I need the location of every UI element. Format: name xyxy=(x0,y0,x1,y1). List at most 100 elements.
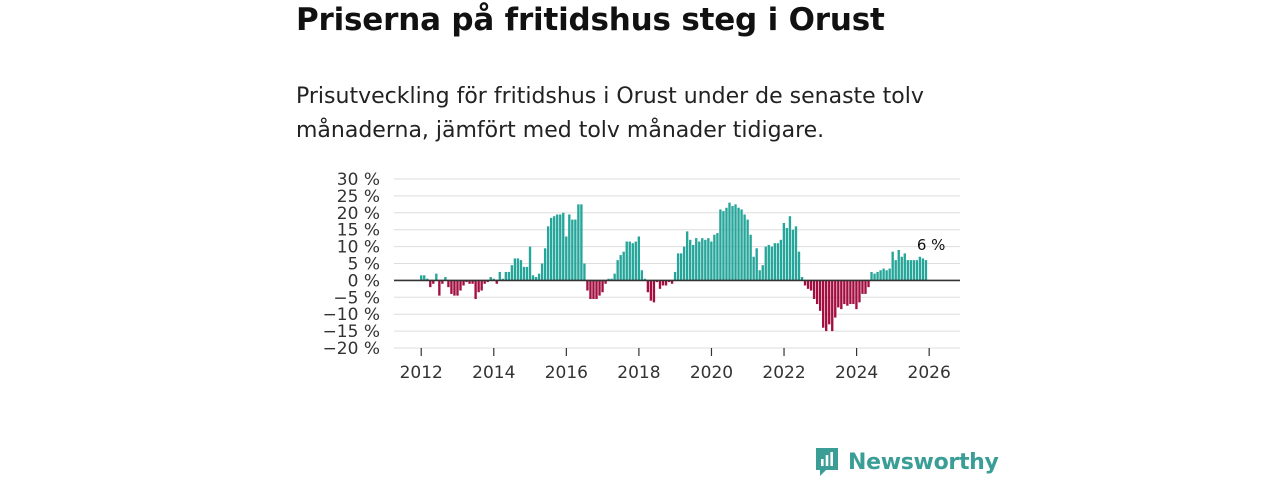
bar xyxy=(855,280,858,310)
bar xyxy=(815,280,819,305)
bar xyxy=(649,280,653,301)
bar xyxy=(586,280,589,291)
bar xyxy=(528,246,532,281)
newsworthy-icon xyxy=(816,448,838,476)
bar xyxy=(728,202,731,281)
bar xyxy=(568,214,571,281)
bar xyxy=(553,216,556,281)
bar xyxy=(840,280,843,310)
bar xyxy=(812,280,816,299)
bar xyxy=(704,239,707,281)
bar xyxy=(486,280,489,283)
bar xyxy=(846,280,849,306)
bar xyxy=(912,260,916,281)
bar xyxy=(604,280,607,284)
bar xyxy=(513,258,517,281)
bar xyxy=(643,278,647,281)
bar xyxy=(722,211,725,281)
latest-value-annotation: 6 % xyxy=(917,236,946,254)
bar xyxy=(607,278,610,281)
bar xyxy=(873,273,876,281)
bar xyxy=(477,280,480,293)
bar xyxy=(761,265,764,281)
bar xyxy=(531,275,535,281)
bar xyxy=(831,280,834,332)
y-tick-label: 5 % xyxy=(348,255,380,275)
bar xyxy=(818,280,822,311)
bar xyxy=(915,260,919,281)
bar xyxy=(897,249,900,281)
bar xyxy=(767,244,770,281)
y-tick-label: 10 % xyxy=(337,238,380,258)
bar xyxy=(465,280,468,283)
bar xyxy=(797,251,801,281)
bar xyxy=(782,222,786,281)
bar xyxy=(891,251,894,281)
bar xyxy=(516,258,520,281)
y-tick-label: 20 % xyxy=(337,204,380,224)
bar xyxy=(909,260,913,281)
bar xyxy=(577,204,580,281)
x-tick-label: 2026 xyxy=(908,363,951,383)
bar xyxy=(791,229,795,281)
bar xyxy=(492,278,495,281)
bar xyxy=(752,256,755,281)
bar xyxy=(794,226,798,281)
bar xyxy=(562,212,565,281)
bar xyxy=(556,214,559,281)
bar xyxy=(471,280,474,284)
bar xyxy=(658,280,662,289)
bar xyxy=(692,244,695,281)
bar xyxy=(543,248,547,281)
bar xyxy=(625,241,628,281)
bar xyxy=(652,280,656,303)
bar xyxy=(903,253,906,281)
chart-title: Priserna på fritidshus steg i Orust xyxy=(296,2,885,38)
bar xyxy=(498,271,501,281)
y-tick-label: −15 % xyxy=(323,322,380,342)
bar xyxy=(589,280,592,299)
bar xyxy=(740,209,743,281)
bar xyxy=(537,273,541,281)
bar xyxy=(918,256,922,281)
bar xyxy=(549,217,553,281)
bar xyxy=(495,280,498,284)
bar xyxy=(749,234,752,281)
x-tick-label: 2024 xyxy=(835,363,878,383)
bar xyxy=(432,280,435,284)
bar xyxy=(501,278,504,281)
bar xyxy=(746,219,749,281)
bar xyxy=(474,280,477,299)
bar xyxy=(834,280,837,318)
brand-name: Newsworthy xyxy=(848,449,999,475)
bar xyxy=(631,243,634,281)
bar xyxy=(707,238,710,281)
bar xyxy=(719,209,722,281)
bar xyxy=(879,270,882,281)
bar xyxy=(655,280,659,283)
y-tick-label: 15 % xyxy=(337,221,380,241)
chart-subtitle: Prisutveckling för fritidshus i Orust un… xyxy=(296,84,924,143)
bar xyxy=(546,226,550,281)
bar xyxy=(456,280,459,296)
bar xyxy=(849,280,852,305)
bar xyxy=(670,280,674,284)
bar xyxy=(758,270,761,281)
y-tick-label: −10 % xyxy=(323,305,380,325)
bar xyxy=(888,268,891,281)
bar xyxy=(522,266,526,281)
bar xyxy=(480,280,483,291)
bar xyxy=(861,280,864,294)
bar xyxy=(882,268,885,281)
bar xyxy=(519,260,523,281)
bar xyxy=(710,241,713,281)
bar xyxy=(616,260,619,281)
bar xyxy=(858,280,861,303)
bar xyxy=(423,275,426,281)
bar xyxy=(821,280,825,328)
bar xyxy=(619,255,622,281)
bar xyxy=(640,270,644,281)
bar xyxy=(809,280,813,291)
bar xyxy=(444,277,447,281)
bar xyxy=(462,280,465,286)
